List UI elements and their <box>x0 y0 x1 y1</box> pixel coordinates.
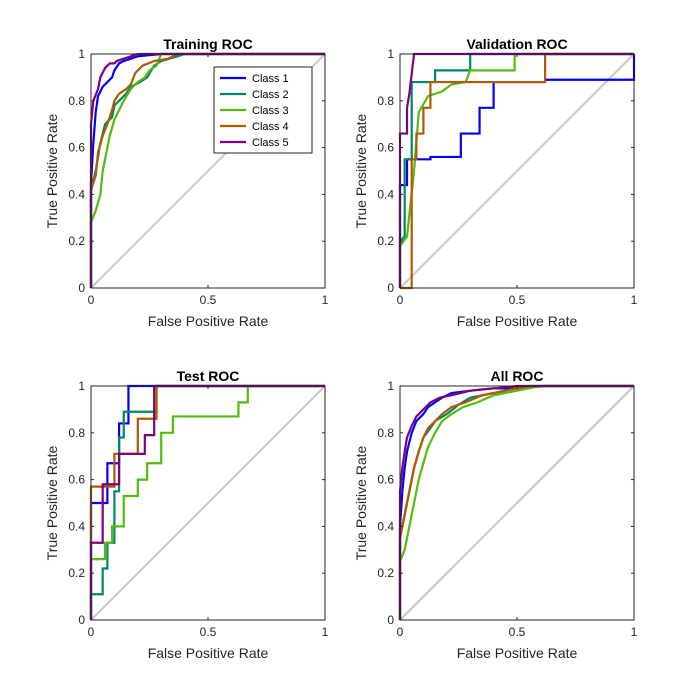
diagonal-reference-line <box>90 385 326 621</box>
legend-label-class-5: Class 5 <box>252 137 289 149</box>
x-axis-label: False Positive Rate <box>148 645 269 661</box>
y-tick-label: 0 <box>78 613 85 627</box>
x-tick-label: 0 <box>88 625 95 639</box>
legend-label-class-1: Class 1 <box>252 73 289 85</box>
chart-title: Training ROC <box>163 36 252 52</box>
x-axis-label: False Positive Rate <box>148 313 269 329</box>
y-tick-label: 1 <box>387 47 394 61</box>
x-tick-label: 1 <box>631 625 638 639</box>
roc-curve-class-5 <box>89 384 325 620</box>
y-axis-label: True Positive Rate <box>44 113 60 228</box>
y-tick-label: 1 <box>387 379 394 393</box>
roc-curve-class-2 <box>89 384 325 620</box>
x-tick-label: 1 <box>631 293 638 307</box>
y-axis-label: True Positive Rate <box>353 445 369 560</box>
legend-label-class-4: Class 4 <box>252 121 289 133</box>
chart-title: Test ROC <box>177 368 240 384</box>
y-tick-label: 0.8 <box>68 94 85 108</box>
legend-label-class-2: Class 2 <box>252 89 289 101</box>
legend-label-class-3: Class 3 <box>252 105 289 117</box>
legend: Class 1 Class 2 Class 3 Class 4 Class 5 <box>213 66 313 154</box>
chart-title: Validation ROC <box>466 36 567 52</box>
x-axis-label: False Positive Rate <box>457 313 578 329</box>
y-tick-label: 0.4 <box>68 519 85 533</box>
x-tick-label: 0 <box>397 293 404 307</box>
y-tick-label: 0.6 <box>377 141 394 155</box>
chart-title: All ROC <box>491 368 544 384</box>
y-tick-label: 0.2 <box>377 566 394 580</box>
x-tick-label: 1 <box>322 293 329 307</box>
y-tick-label: 0.8 <box>377 426 394 440</box>
x-tick-label: 0.5 <box>509 625 526 639</box>
test-roc-panel: 0 0.5 1 0 0.2 0.4 0.6 0.8 1 Test ROC False Positiv… <box>44 368 329 661</box>
x-tick-label: 0.5 <box>509 293 526 307</box>
diagonal-reference-line <box>399 385 635 621</box>
roc-curve-class-5 <box>398 384 634 620</box>
y-tick-label: 0.4 <box>68 187 85 201</box>
roc-curve-class-4 <box>398 384 634 620</box>
y-tick-label: 1 <box>78 47 85 61</box>
roc-curve-class-3 <box>89 384 325 620</box>
x-axis-label: False Positive Rate <box>457 645 578 661</box>
y-tick-label: 0.2 <box>377 234 394 248</box>
y-tick-label: 0.2 <box>68 566 85 580</box>
y-tick-label: 0 <box>387 613 394 627</box>
y-tick-label: 0.6 <box>68 473 85 487</box>
y-tick-label: 0.6 <box>68 141 85 155</box>
y-tick-label: 0.8 <box>68 426 85 440</box>
validation-roc-panel: 0 0.5 1 0 0.2 0.4 0.6 0.8 1 Validation ROC False P… <box>353 36 638 329</box>
roc-curve-class-3 <box>398 384 634 620</box>
roc-curve-class-4 <box>400 52 634 290</box>
x-tick-label: 0 <box>88 293 95 307</box>
y-tick-label: 0 <box>387 281 394 295</box>
y-axis-label: True Positive Rate <box>353 113 369 228</box>
training-roc-panel: 0 0.5 1 0 0.2 0.4 0.6 0.8 1 Training ROC False Pos… <box>44 36 329 329</box>
roc-curve-class-3 <box>89 52 325 288</box>
diagonal-reference-line <box>399 53 635 289</box>
y-tick-label: 0.8 <box>377 94 394 108</box>
y-tick-label: 0 <box>78 281 85 295</box>
x-tick-label: 0.5 <box>200 625 217 639</box>
x-tick-label: 1 <box>322 625 329 639</box>
y-tick-label: 0.6 <box>377 473 394 487</box>
y-tick-label: 0.4 <box>377 187 394 201</box>
roc-curve-class-1 <box>89 52 325 288</box>
roc-curve-class-3 <box>398 52 634 288</box>
x-tick-label: 0 <box>397 625 404 639</box>
all-roc-panel: 0 0.5 1 0 0.2 0.4 0.6 0.8 1 All ROC False Positive… <box>353 368 638 661</box>
x-tick-label: 0.5 <box>200 293 217 307</box>
y-tick-label: 0.4 <box>377 519 394 533</box>
y-axis-label: True Positive Rate <box>44 445 60 560</box>
roc-curve-class-4 <box>89 52 325 288</box>
y-tick-label: 0.2 <box>68 234 85 248</box>
y-tick-label: 1 <box>78 379 85 393</box>
